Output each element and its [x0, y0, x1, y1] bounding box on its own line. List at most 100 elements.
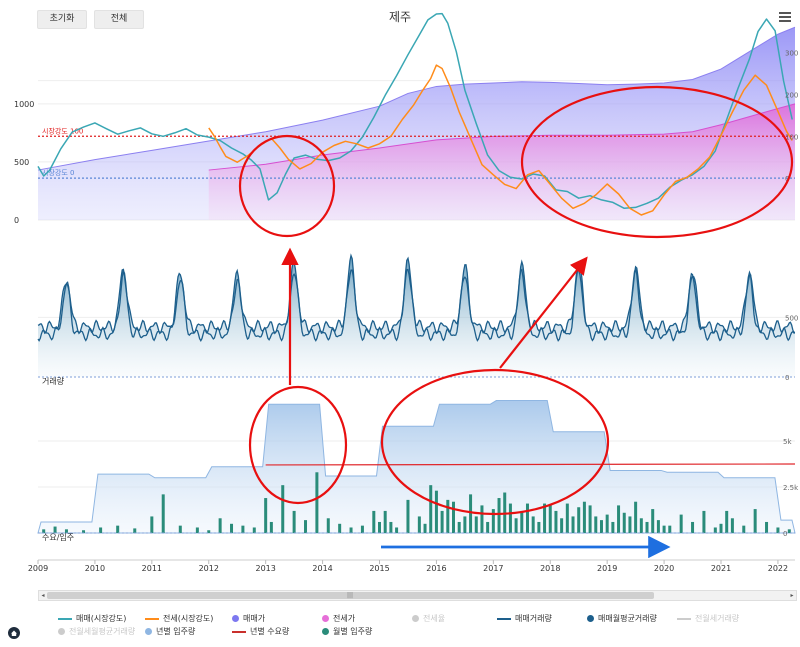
x-tick-label: 2012 [199, 564, 219, 573]
home-icon[interactable] [8, 627, 20, 639]
monthly-supply-bar [765, 521, 769, 533]
monthly-supply-bar [338, 523, 342, 533]
legend-label: 년별 수요량 [250, 627, 290, 636]
monthly-supply-bar [161, 494, 165, 533]
monthly-supply-bar [451, 501, 455, 533]
monthly-supply-bar [360, 525, 364, 533]
monthly-supply-bar [753, 509, 757, 533]
monthly-supply-bar [628, 516, 632, 533]
legend-item[interactable]: 전월세거래량 [677, 613, 739, 624]
area-전세가 [208, 103, 795, 220]
left-tick-label: 1000 [14, 100, 34, 109]
right-tick-label: 100 [785, 133, 798, 141]
annotation-circle [238, 134, 336, 238]
monthly-supply-bar [195, 527, 199, 533]
legend-dot-icon [322, 615, 329, 622]
legend-item[interactable]: 년별 입주량 [145, 626, 195, 637]
monthly-supply-bar [497, 498, 501, 533]
monthly-supply-bar [537, 521, 541, 533]
monthly-supply-bar [520, 510, 524, 533]
right-tick-label: 300 [785, 50, 798, 58]
legend-item[interactable]: 월별 입주량 [322, 626, 372, 637]
monthly-supply-bar [713, 527, 717, 533]
legend-label: 전월세거래량 [695, 614, 740, 623]
monthly-supply-bar [178, 525, 182, 533]
legend-item[interactable]: 매매거래량 [497, 613, 552, 624]
x-tick-label: 2015 [369, 564, 389, 573]
left-tick-label: 500 [14, 158, 29, 167]
monthly-supply-bar [639, 518, 643, 533]
monthly-supply-bar [417, 516, 421, 533]
monthly-supply-bar [531, 516, 535, 533]
monthly-supply-bar [304, 520, 308, 533]
scroll-right-icon[interactable]: ▸ [790, 592, 794, 599]
monthly-supply-bar [446, 499, 450, 533]
monthly-supply-bar [651, 509, 655, 533]
right-tick-label: 200 [785, 91, 798, 99]
x-tick-label: 2014 [312, 564, 332, 573]
monthly-supply-bar [622, 512, 626, 533]
monthly-supply-bar [315, 472, 319, 533]
area-line-매매가 [37, 26, 796, 171]
chart-title: 제주 [388, 10, 412, 24]
scroll-thumb[interactable]: ||| [47, 592, 654, 599]
monthly-supply-bar [440, 510, 444, 533]
monthly-supply-bar [241, 525, 245, 533]
monthly-supply-bar [457, 521, 461, 533]
legend-line-icon [58, 617, 72, 620]
monthly-supply-bar [645, 521, 649, 533]
legend-label: 전세(시장강도) [163, 614, 214, 623]
monthly-supply-bar [719, 523, 723, 533]
monthly-supply-bar [218, 518, 222, 533]
monthly-supply-bar [742, 525, 746, 533]
right-tick-label: 0 [783, 530, 787, 538]
legend-label: 년별 입주량 [156, 627, 196, 636]
legend-item[interactable]: 매매월평균거래량 [587, 613, 657, 624]
scroll-left-icon[interactable]: ◂ [41, 592, 45, 599]
yearly-demand-line [265, 463, 796, 466]
legend-item[interactable]: 전세(시장강도) [145, 613, 213, 624]
right-tick-label: 5k [783, 438, 792, 446]
legend-dot-icon [587, 615, 594, 622]
legend-item[interactable]: 전월세월평균거래량 [58, 626, 135, 637]
monthly-supply-bar [691, 521, 695, 533]
reference-line-label: 시장강도 0 [42, 168, 74, 177]
right-tick-label: 500 [785, 314, 798, 322]
monthly-supply-bar [582, 501, 586, 533]
x-tick-label: 2021 [711, 564, 731, 573]
right-tick-label: 0 [785, 175, 789, 183]
monthly-supply-bar [389, 521, 393, 533]
legend-line-icon [677, 617, 691, 620]
legend-item[interactable]: 전세율 [412, 613, 445, 624]
left-tick-label: 0 [14, 216, 19, 225]
legend-dot-icon [412, 615, 419, 622]
monthly-supply-bar [702, 510, 706, 533]
annotation-arrow [499, 256, 588, 369]
legend-label: 매매가 [243, 614, 266, 623]
monthly-supply-bar [42, 529, 46, 533]
x-tick-label: 2017 [483, 564, 503, 573]
monthly-supply-bar [372, 510, 376, 533]
monthly-supply-bar [668, 525, 672, 533]
monthly-supply-bar [588, 505, 592, 533]
monthly-supply-bar [53, 526, 57, 533]
monthly-supply-bar [514, 518, 518, 533]
legend-item[interactable]: 년별 수요량 [232, 626, 289, 637]
monthly-supply-bar [730, 518, 734, 533]
monthly-supply-bar [508, 503, 512, 533]
monthly-supply-bar [548, 505, 552, 533]
monthly-supply-bar [269, 521, 273, 533]
hamburger-menu-icon[interactable] [779, 12, 791, 22]
reset-button[interactable]: 초기화 [37, 10, 87, 29]
monthly-supply-bar [64, 529, 68, 533]
range-scrollbar[interactable]: ◂ ||| ▸ [38, 590, 797, 601]
monthly-supply-bar [543, 503, 547, 533]
monthly-supply-bar [776, 527, 780, 533]
monthly-supply-bar [423, 523, 427, 533]
legend-label: 전세가 [333, 614, 356, 623]
legend-item[interactable]: 매매가 [232, 613, 265, 624]
legend-item[interactable]: 전세가 [322, 613, 355, 624]
monthly-supply-bar [116, 525, 120, 533]
legend-item[interactable]: 매매(시장강도) [58, 613, 126, 624]
all-range-button[interactable]: 전체 [94, 10, 144, 29]
